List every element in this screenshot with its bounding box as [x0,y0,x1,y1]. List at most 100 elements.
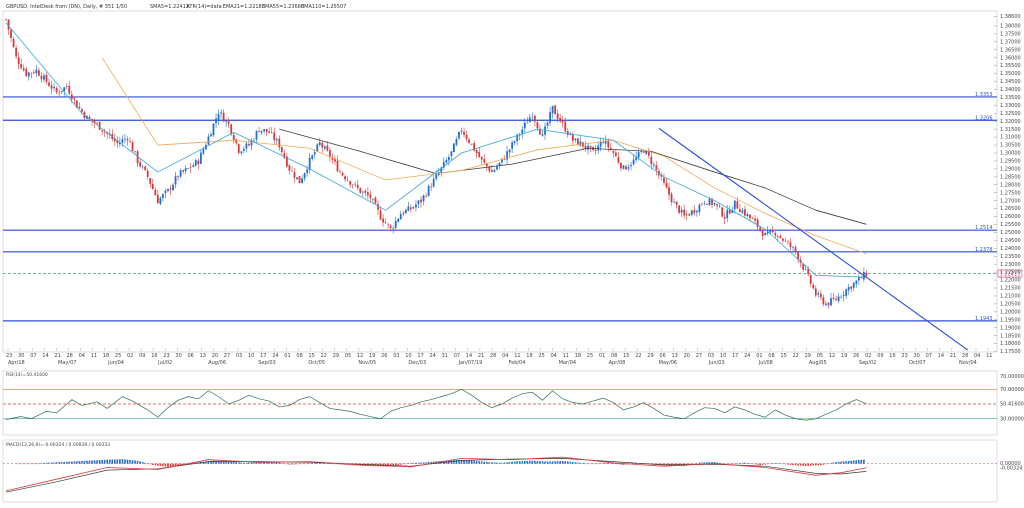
macd-panel[interactable]: MACD(12,26,9)=-0.00324 / 0.00828 / 0.003… [2,439,1022,503]
macd-histogram-bar [205,461,207,464]
price-tick-label: 1.31000 [1000,135,1021,141]
candle-body [587,145,589,150]
macd-histogram-bar [35,463,38,465]
rsi-line [5,388,867,421]
macd-histogram-bar [594,463,597,465]
candle-body [809,275,812,284]
date-tick-label: 12 [357,353,363,359]
macd-histogram-bar [60,462,63,464]
macd-histogram-bar [101,459,103,464]
macd-histogram-bar [577,462,579,464]
candle-body [625,166,627,170]
macd-histogram-bar [759,463,761,466]
ema55-line [101,57,867,255]
macd-histogram-bar [582,463,584,464]
candle-body [711,198,713,205]
macd-histogram-bar [564,461,567,464]
macd-histogram-bar [822,463,825,465]
candle-body [493,169,496,172]
candle-body [652,164,655,166]
price-tick-label: 1.20500 [1000,302,1021,308]
candle-body [230,124,233,135]
candle-body [210,134,212,137]
macd-histogram-bar [572,462,574,464]
candle-body [774,233,777,236]
candle-body [485,163,488,167]
candle-body [382,218,384,223]
candle-body [280,147,283,153]
price-panel[interactable]: 1.3353 1.3206 1.2514 1.2378 1.1943 1.22413 1.… [2,10,1023,366]
date-tick-label: 07 [926,353,932,359]
macd-histogram-bar [389,463,392,466]
candle-body [721,207,724,217]
macd-histogram-bar [450,460,453,464]
candle-body [361,191,364,193]
horizontal-levels: 1.3353 1.3206 1.2514 1.2378 1.1943 1.22413 [3,92,1023,322]
candle-body [103,131,106,133]
macd-histogram-bar [842,461,845,464]
candle-body [377,204,379,210]
macd-histogram-bar [114,459,116,464]
legend-entry: SMA5=1.22413 [150,4,189,10]
macd-histogram-bar [460,460,463,464]
month-label: Feb/04 [509,360,526,366]
macd-histogram-bar [311,462,314,464]
candle-body [139,162,142,167]
downtrend-line[interactable] [658,127,968,351]
macd-histogram-bar [690,463,693,465]
macd-line [5,456,867,492]
candle-body [124,138,126,140]
macd-histogram-bar [410,463,412,464]
candle-body [369,194,372,199]
macd-histogram-bar [169,463,172,467]
date-tick-label: 16 [151,353,157,359]
candle-body [713,203,716,205]
candle-body [101,130,104,132]
candle-body [432,178,435,187]
candle-body [35,69,38,74]
rsi-panel-frame [2,370,998,436]
candle-body [627,167,630,169]
candle-body [389,225,392,229]
legend-entry: ATR(14)=data [186,4,221,10]
macd-histogram-bar [723,463,726,465]
date-tick-label: 19 [841,353,847,359]
candle-body [409,207,412,210]
candle-body [392,227,395,229]
macd-histogram-bar [126,459,129,464]
candle-body [192,165,195,167]
price-tick-label: 1.24500 [1000,238,1021,244]
chart-header-symbol: GBPUSD, IntelDesk from (DN), Daily, # 35… [6,4,127,10]
candle-body [70,94,73,100]
candle-body [549,112,551,123]
month-label: Nov/04 [959,360,977,366]
macd-histogram-bar [597,463,599,465]
candle-body [63,87,66,92]
candle-body [435,174,438,179]
macd-histogram-bar [207,461,210,464]
macd-histogram-bar [756,463,759,465]
macd-histogram-bar [693,463,696,465]
date-tick-label: 18 [103,353,109,359]
macd-histogram-bar [749,463,751,464]
candle-body [207,136,210,145]
macd-signal-line [5,458,867,493]
macd-histogram-bar [159,463,162,466]
candle-body [523,122,526,129]
candle-body [341,172,344,176]
month-label: Jan/07/19 [457,360,482,366]
candle-body [93,120,96,124]
rsi-panel[interactable]: RSI(14)=50.41600 70.00000 50.41600 30.0000… [2,370,1024,436]
candle-body [794,247,797,252]
rsi-oversold-fill [802,418,809,421]
macd-histogram-bar [179,463,182,466]
macd-histogram-bar [728,463,731,465]
macd-histogram-bar [493,462,496,464]
candle-body [199,152,202,164]
month-label: Sep/02 [859,360,876,366]
macd-histogram-bar [58,462,60,464]
date-tick-label: 06 [659,353,665,359]
